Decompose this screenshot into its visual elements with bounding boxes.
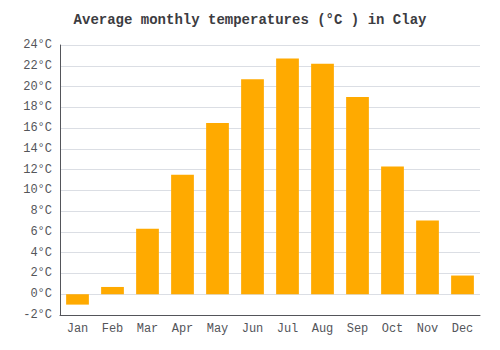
svg-text:Average monthly temperatures (: Average monthly temperatures (°C ) in Cl… — [74, 12, 427, 28]
svg-text:22°C: 22°C — [23, 59, 52, 73]
svg-text:Feb: Feb — [102, 322, 124, 336]
svg-text:12°C: 12°C — [23, 163, 52, 177]
svg-text:Mar: Mar — [137, 322, 159, 336]
svg-text:Apr: Apr — [172, 322, 194, 336]
svg-text:Jul: Jul — [277, 322, 299, 336]
svg-text:Aug: Aug — [312, 322, 334, 336]
svg-text:24°C: 24°C — [23, 38, 52, 52]
svg-text:6°C: 6°C — [30, 225, 52, 239]
svg-text:0°C: 0°C — [30, 287, 52, 301]
svg-text:16°C: 16°C — [23, 121, 52, 135]
svg-text:10°C: 10°C — [23, 183, 52, 197]
svg-text:-2°C: -2°C — [23, 308, 52, 322]
svg-text:Nov: Nov — [417, 322, 439, 336]
svg-text:4°C: 4°C — [30, 246, 52, 260]
svg-text:8°C: 8°C — [30, 204, 52, 218]
svg-text:May: May — [207, 322, 229, 336]
svg-text:Oct: Oct — [382, 322, 404, 336]
svg-text:14°C: 14°C — [23, 142, 52, 156]
svg-text:Jun: Jun — [242, 322, 264, 336]
svg-text:Jan: Jan — [67, 322, 89, 336]
svg-text:20°C: 20°C — [23, 80, 52, 94]
svg-text:Sep: Sep — [347, 322, 369, 336]
svg-text:18°C: 18°C — [23, 100, 52, 114]
svg-text:2°C: 2°C — [30, 266, 52, 280]
svg-text:Dec: Dec — [452, 322, 474, 336]
